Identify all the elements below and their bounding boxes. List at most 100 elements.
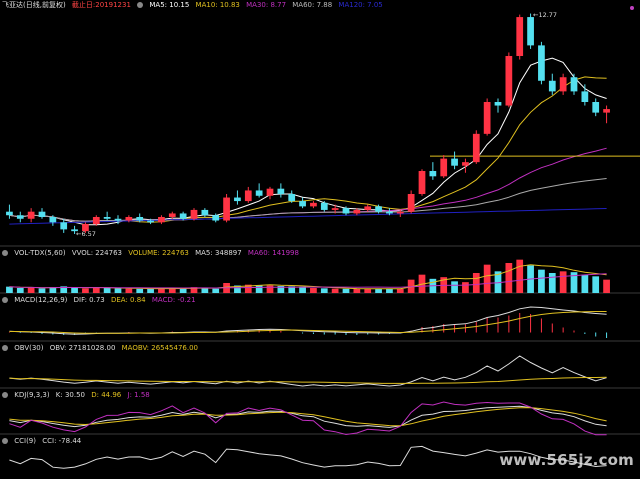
- volume-bar: [158, 288, 165, 293]
- candle-body: [266, 188, 274, 196]
- volume-bar: [114, 288, 122, 293]
- volume-bar: [244, 284, 252, 293]
- volume-bar: [277, 286, 285, 293]
- candle-body: [494, 102, 502, 106]
- candle-body: [223, 197, 230, 221]
- candle-body: [147, 220, 154, 223]
- macd-name: MACD(12,26,9): [14, 296, 68, 304]
- volume-bar: [168, 288, 176, 293]
- kdj-name: KDJ(9,3,3): [14, 391, 50, 399]
- macd-item-0: DIF: 0.73: [73, 296, 105, 304]
- settings-circle-icon[interactable]: [137, 2, 144, 8]
- volume-bar: [255, 285, 263, 293]
- candle-body: [581, 91, 589, 102]
- kdj-menu-icon[interactable]: [2, 392, 8, 398]
- volume-bar: [548, 273, 556, 293]
- candle-body: [277, 188, 285, 194]
- candle-body: [462, 162, 469, 166]
- candle-body: [71, 229, 78, 232]
- candle-body: [190, 209, 198, 219]
- volume-bar: [375, 288, 382, 293]
- volume-bar: [38, 288, 46, 293]
- vol-menu-icon[interactable]: [2, 250, 8, 256]
- candle-body: [82, 224, 89, 232]
- candle-body: [527, 17, 534, 46]
- volume-bar: [60, 286, 68, 293]
- volume-bar: [396, 289, 404, 293]
- candle-body: [342, 208, 350, 214]
- volume-bar: [190, 287, 198, 293]
- volume-bar: [212, 288, 220, 293]
- stock-title: 飞亚达(日线,前复权): [2, 1, 66, 9]
- cci-name: CCI(9): [14, 437, 36, 445]
- candle-body: [538, 45, 545, 81]
- ma-legend-4: MA120: 7.05: [338, 1, 383, 9]
- candle-body: [592, 102, 600, 113]
- obv-panel-header: OBV(30) OBV: 27181028.00 MAOBV: 26545476…: [2, 343, 202, 353]
- low-price-label: ←6.57: [76, 230, 96, 238]
- obv-menu-icon[interactable]: [2, 345, 8, 351]
- candle-body: [168, 213, 176, 217]
- kdj-j-line: [9, 401, 607, 436]
- cci-item-0: CCI: -78.44: [42, 437, 82, 445]
- candle-body: [212, 215, 220, 221]
- candle-body: [320, 202, 328, 210]
- candle-body: [158, 217, 165, 223]
- cci-menu-icon[interactable]: [2, 438, 8, 444]
- vol-item-2: MA5: 348897: [195, 249, 242, 257]
- candle-body: [548, 80, 556, 92]
- candle-body: [103, 217, 111, 219]
- candle-body: [49, 217, 57, 223]
- volume-bar: [27, 287, 35, 293]
- vol-item-3: MA60: 141998: [247, 249, 299, 257]
- kdj-d-line: [9, 407, 607, 427]
- obv-item-1: MAOBV: 26545476.00: [121, 344, 199, 352]
- candle-body: [234, 197, 241, 202]
- volume-bar: [179, 288, 187, 293]
- macd-menu-icon[interactable]: [2, 297, 8, 303]
- candle-body: [483, 102, 491, 134]
- volume-bar: [472, 273, 480, 293]
- ma-legend-1: MA10: 10.83: [195, 1, 240, 9]
- vol-item-0: VVOL: 224763: [71, 249, 122, 257]
- macd-dea-line: [9, 311, 607, 334]
- candle-body: [16, 215, 24, 219]
- vol-ma60-line: [9, 273, 607, 289]
- candle-body: [451, 158, 458, 166]
- candle-body: [125, 217, 133, 221]
- volume-bar: [82, 288, 89, 293]
- volume-bar: [16, 288, 24, 293]
- ma60-line: [9, 178, 607, 222]
- watermark: www.565jz.com: [499, 451, 634, 469]
- volume-bar: [581, 274, 589, 293]
- candle-body: [136, 217, 144, 221]
- volume-bar: [234, 285, 241, 293]
- volume-bar: [103, 288, 111, 293]
- kdj-item-1: D: 44.96: [91, 391, 122, 399]
- candle-body: [255, 190, 263, 196]
- vol-panel-header: VOL-TDX(5,60) VVOL: 224763 VOLUME: 22476…: [2, 248, 303, 258]
- volume-bar: [310, 288, 317, 293]
- candle-body: [331, 208, 339, 210]
- candle-body: [375, 206, 382, 212]
- vol-item-1: VOLUME: 224763: [128, 249, 189, 257]
- candle-body: [92, 217, 100, 225]
- candle-body: [570, 77, 578, 92]
- cci-line: [9, 445, 607, 469]
- cci-panel-header: CCI(9) CCI: -78.44: [2, 436, 85, 446]
- ma120-line: [9, 208, 607, 225]
- volume-bar: [353, 289, 361, 293]
- obv-line: [9, 355, 607, 387]
- volume-bar: [136, 288, 144, 293]
- kdj-item-2: J: 1.58: [127, 391, 150, 399]
- candle-body: [407, 194, 415, 212]
- panel-menu-icon[interactable]: [630, 6, 634, 10]
- volume-bar: [125, 288, 133, 293]
- volume-bar: [299, 286, 306, 293]
- obv-name: OBV(30): [14, 344, 44, 352]
- macd-item-2: MACD: -0.21: [151, 296, 196, 304]
- candle-body: [516, 17, 524, 56]
- vol-name: VOL-TDX(5,60): [14, 249, 66, 257]
- main-panel-header: 飞亚达(日线,前复权) 截止日:20191231 MA5: 10.15 MA10…: [2, 0, 387, 10]
